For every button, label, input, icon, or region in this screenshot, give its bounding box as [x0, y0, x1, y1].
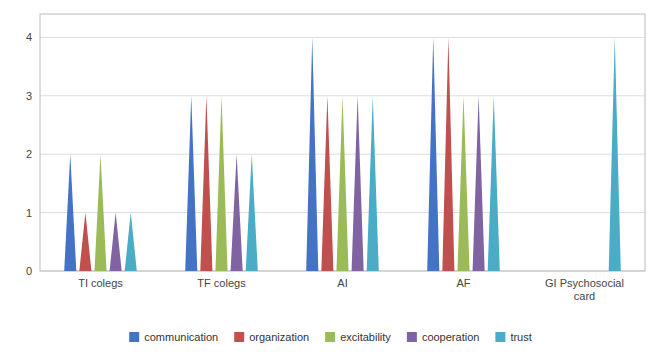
grid-line — [40, 37, 645, 38]
spike — [442, 37, 454, 271]
spike — [231, 154, 243, 271]
series — [94, 96, 469, 271]
series — [64, 37, 439, 271]
legend-item: organization — [234, 331, 309, 343]
x-tick-label-line: GI Psychosocial — [545, 277, 624, 289]
spike — [488, 96, 500, 271]
spike — [427, 37, 439, 271]
legend: communication organization excitability coo… — [129, 331, 532, 343]
x-tick-label-line: card — [574, 290, 595, 302]
series — [79, 37, 454, 271]
legend-swatch — [129, 332, 139, 342]
spike — [246, 154, 258, 271]
x-tick-label-line: TI colegs — [78, 277, 123, 289]
legend-swatch — [234, 332, 244, 342]
marks — [64, 37, 621, 271]
spike — [352, 96, 364, 271]
legend-label: communication — [144, 331, 218, 343]
spike — [321, 96, 333, 271]
chart: 0 1 2 3 4 TI colegs TF colegs AI AF GI Psychosoci… — [0, 0, 661, 363]
x-tick-label: TF colegs — [197, 277, 246, 289]
y-tick-label: 2 — [26, 148, 32, 160]
x-tick-label: GI Psychosocialcard — [545, 277, 624, 302]
legend-item: cooperation — [407, 331, 480, 343]
legend-label: trust — [510, 331, 531, 343]
legend-swatch — [407, 332, 417, 342]
series — [125, 37, 621, 271]
spike — [609, 37, 621, 271]
spike — [200, 96, 212, 271]
spike — [110, 213, 122, 271]
series — [110, 96, 485, 271]
y-tick-label: 1 — [26, 207, 32, 219]
spike — [473, 96, 485, 271]
x-tick-label: TI colegs — [78, 277, 123, 289]
plot-frame — [40, 14, 645, 271]
spike — [457, 96, 469, 271]
legend-label: excitability — [340, 331, 391, 343]
spike — [79, 213, 91, 271]
spike — [185, 96, 197, 271]
legend-item: excitability — [325, 331, 391, 343]
y-tick-label: 3 — [26, 90, 32, 102]
spike — [125, 213, 137, 271]
legend-label: cooperation — [422, 331, 480, 343]
legend-swatch — [495, 332, 505, 342]
legend-item: communication — [129, 331, 218, 343]
x-tick-label-line: AF — [456, 277, 470, 289]
legend-item: trust — [495, 331, 531, 343]
y-tick-label: 4 — [26, 31, 32, 43]
spike — [336, 96, 348, 271]
y-tick-label: 0 — [26, 265, 32, 277]
x-tick-label-line: TF colegs — [197, 277, 246, 289]
spike — [367, 96, 379, 271]
x-tick-label: AF — [456, 277, 470, 289]
spike — [64, 154, 76, 271]
grid — [40, 37, 645, 271]
spike — [215, 96, 227, 271]
x-tick-label: AI — [337, 277, 347, 289]
legend-label: organization — [249, 331, 309, 343]
x-tick-label-line: AI — [337, 277, 347, 289]
spike — [306, 37, 318, 271]
legend-swatch — [325, 332, 335, 342]
spike — [94, 154, 106, 271]
